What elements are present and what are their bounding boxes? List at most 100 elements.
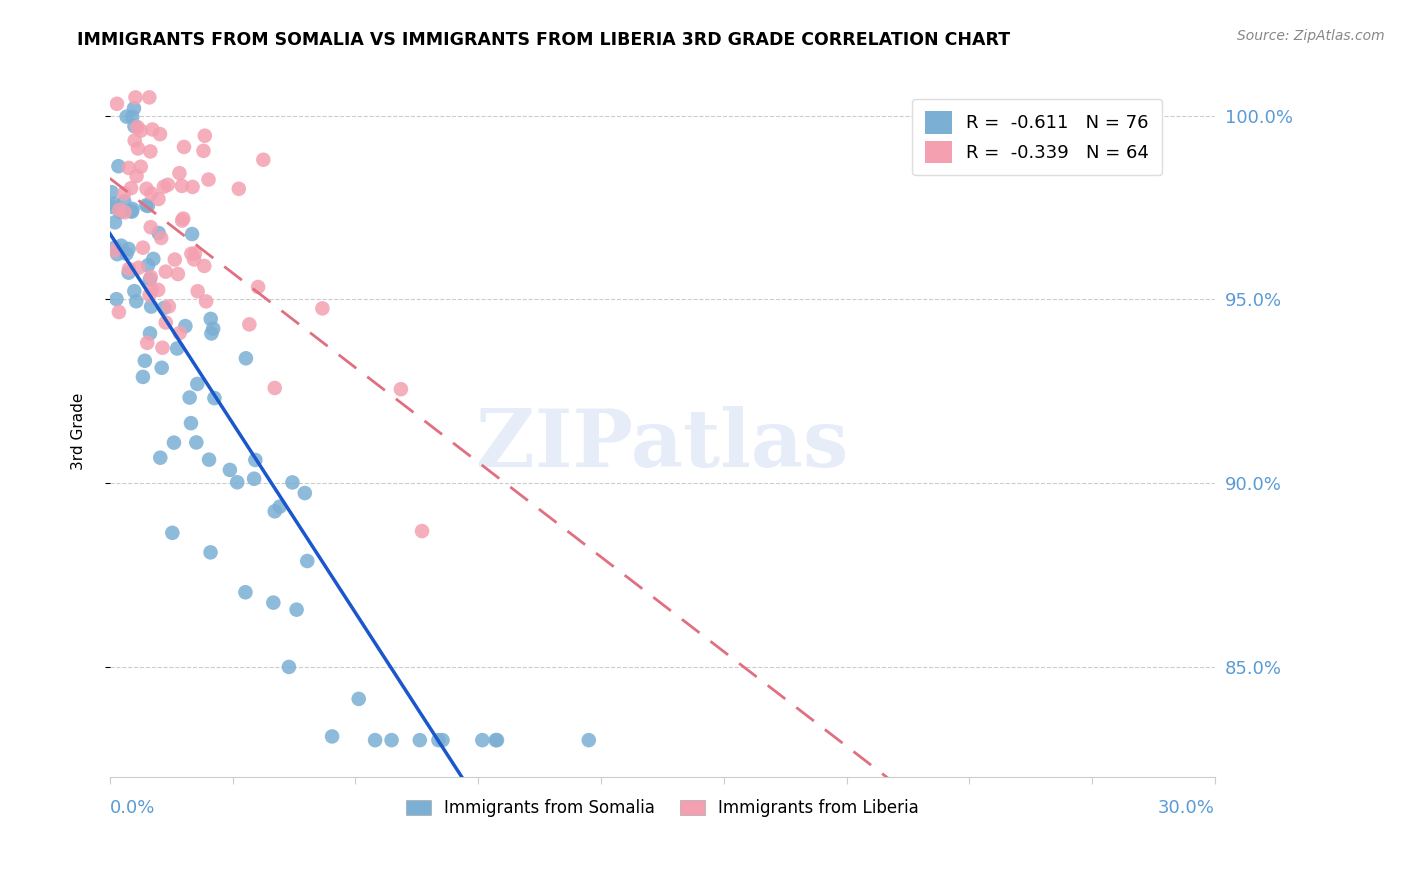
Point [153, 179, 176, 194]
Point [235, 351, 257, 366]
Point [152, 341, 174, 355]
Point [129, 160, 152, 174]
Point [169, 326, 191, 340]
Point [150, 360, 173, 375]
Point [219, 463, 242, 477]
Point [139, 269, 162, 284]
Point [103, 244, 125, 258]
Point [285, 602, 308, 616]
Point [263, 504, 285, 518]
Point [141, 122, 163, 136]
Point [172, 213, 194, 227]
Point [124, 119, 146, 133]
Point [166, 342, 188, 356]
Point [141, 186, 163, 201]
Point [141, 283, 163, 297]
Point [112, 194, 135, 209]
Point [226, 475, 249, 490]
Point [183, 252, 205, 267]
Point [432, 733, 454, 747]
Text: ZIPatlas: ZIPatlas [477, 407, 848, 484]
Point [135, 182, 157, 196]
Point [115, 247, 138, 261]
Point [485, 733, 508, 747]
Point [169, 166, 191, 180]
Point [173, 140, 195, 154]
Point [245, 453, 267, 467]
Point [194, 128, 217, 143]
Point [180, 416, 202, 430]
Point [110, 238, 132, 252]
Point [118, 262, 141, 277]
Point [181, 227, 204, 241]
Point [124, 284, 146, 298]
Point [193, 144, 215, 158]
Point [149, 450, 172, 465]
Point [187, 285, 209, 299]
Point [129, 124, 152, 138]
Point [108, 202, 131, 217]
Point [122, 102, 145, 116]
Point [200, 545, 222, 559]
Point [136, 199, 159, 213]
Point [139, 272, 162, 286]
Point [127, 141, 149, 155]
Point [149, 127, 172, 141]
Point [193, 259, 215, 273]
Point [139, 326, 162, 341]
Point [235, 585, 257, 599]
Point [108, 305, 131, 319]
Point [105, 96, 128, 111]
Point [162, 525, 184, 540]
Point [195, 294, 218, 309]
Point [409, 733, 432, 747]
Point [247, 280, 270, 294]
Point [294, 486, 316, 500]
Text: IMMIGRANTS FROM SOMALIA VS IMMIGRANTS FROM LIBERIA 3RD GRADE CORRELATION CHART: IMMIGRANTS FROM SOMALIA VS IMMIGRANTS FR… [77, 31, 1011, 49]
Point [108, 205, 131, 219]
Point [578, 733, 600, 747]
Point [238, 318, 260, 332]
Point [228, 182, 250, 196]
Point [269, 500, 291, 514]
Point [411, 524, 433, 538]
Point [121, 110, 143, 124]
Point [107, 159, 129, 173]
Point [181, 180, 204, 194]
Point [120, 204, 142, 219]
Point [170, 178, 193, 193]
Point [163, 435, 186, 450]
Point [200, 326, 222, 341]
Y-axis label: 3rd Grade: 3rd Grade [72, 392, 86, 470]
Point [204, 391, 226, 405]
Point [136, 258, 159, 272]
Point [138, 90, 160, 104]
Point [297, 554, 319, 568]
Point [157, 299, 180, 313]
Point [121, 204, 143, 219]
Point [134, 353, 156, 368]
Text: Source: ZipAtlas.com: Source: ZipAtlas.com [1237, 29, 1385, 43]
Point [132, 241, 155, 255]
Point [135, 198, 157, 212]
Point [120, 181, 142, 195]
Point [125, 294, 148, 309]
Point [136, 335, 159, 350]
Point [150, 231, 173, 245]
Point [202, 322, 225, 336]
Point [184, 246, 207, 260]
Point [243, 472, 266, 486]
Point [172, 211, 194, 226]
Point [155, 316, 177, 330]
Point [148, 192, 170, 206]
Point [153, 301, 176, 315]
Point [198, 452, 221, 467]
Point [104, 241, 127, 255]
Point [121, 202, 143, 216]
Point [117, 266, 139, 280]
Point [252, 153, 274, 167]
Point [186, 435, 208, 450]
Point [101, 200, 124, 214]
Point [197, 172, 219, 186]
Point [380, 733, 402, 747]
